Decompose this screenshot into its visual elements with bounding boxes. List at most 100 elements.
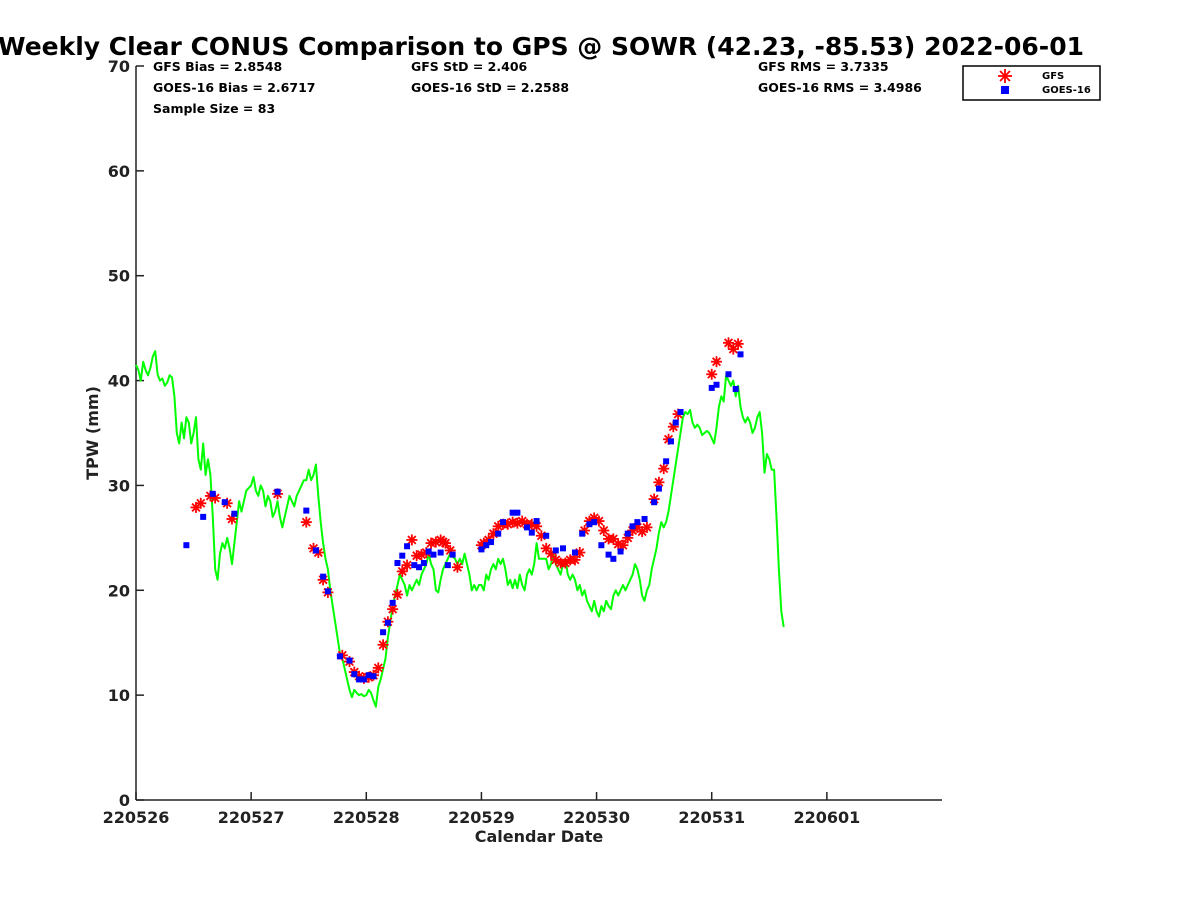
x-tick-label: 220526 (103, 808, 170, 827)
goes16-point (221, 499, 228, 506)
goes16-point (624, 530, 631, 537)
gfs-point (723, 337, 735, 349)
gfs-point (706, 368, 718, 380)
goes16-point (586, 521, 593, 528)
gfs-std-text: GFS StD = 2.406 (411, 59, 528, 74)
y-tick-label: 70 (108, 57, 130, 76)
y-tick-label: 60 (108, 162, 130, 181)
goes16-point (591, 519, 598, 526)
y-tick-label: 40 (108, 372, 130, 391)
gfs-point (451, 561, 463, 573)
goes16-point (641, 515, 648, 522)
goes16-point (420, 560, 427, 567)
goes16-point (312, 547, 319, 554)
goes16-point (483, 542, 490, 549)
goes16-point (274, 488, 281, 495)
gfs-point (401, 559, 413, 571)
goes16-point (533, 518, 540, 525)
x-tick-label: 220531 (678, 808, 745, 827)
goes16-point (598, 542, 605, 549)
gfs-point (396, 565, 408, 577)
gfs-point (391, 588, 403, 600)
gfs-point (377, 639, 389, 651)
goes16-point (231, 510, 238, 517)
gfs-point (195, 497, 207, 509)
legend-goes-label: GOES-16 (1042, 85, 1091, 96)
y-axis-label: TPW (mm) (83, 386, 102, 480)
goes16-point (346, 657, 353, 664)
gps-tpw-line (135, 350, 785, 708)
goes16-point (605, 551, 612, 558)
legend-box (962, 65, 1101, 101)
goes16-point (394, 560, 401, 567)
goes16-point (732, 385, 739, 392)
goes16-point (360, 676, 367, 683)
goes16-point (356, 676, 363, 683)
goes16-point (495, 530, 502, 537)
goes16-point (351, 671, 358, 678)
goes16-point (663, 458, 670, 465)
goes16-point (320, 573, 327, 580)
gfs-point (641, 521, 653, 533)
goes-std-text: GOES-16 StD = 2.2588 (411, 80, 569, 95)
gfs-point (711, 356, 723, 368)
x-tick-label: 220530 (563, 808, 630, 827)
gfs-point (300, 516, 312, 528)
goes16-point (667, 438, 674, 445)
gfs-point (406, 534, 418, 546)
goes16-point (200, 513, 207, 520)
goes16-point (389, 599, 396, 606)
legend: GFS GOES-16 (962, 65, 1101, 101)
goes16-point (725, 371, 732, 378)
goes16-point (404, 543, 411, 550)
goes16-point (336, 653, 343, 660)
gfs-point (372, 662, 384, 674)
gfs-point (598, 525, 610, 537)
legend-gfs-marker (998, 69, 1012, 83)
goes16-point (437, 549, 444, 556)
y-tick-label: 30 (108, 476, 130, 495)
goes16-point (528, 529, 535, 536)
sample-size-text: Sample Size = 83 (153, 101, 275, 116)
gfs-point (569, 554, 581, 566)
goes16-point (617, 548, 624, 555)
goes16-markers (183, 351, 744, 683)
goes16-point (559, 545, 566, 552)
x-tick-label: 220601 (793, 808, 860, 827)
goes16-point (478, 546, 485, 553)
goes16-point (303, 507, 310, 514)
legend-goes-marker (1001, 86, 1009, 94)
goes16-point (677, 409, 684, 416)
goes16-point (183, 542, 190, 549)
x-tick-label: 220527 (218, 808, 285, 827)
goes16-point (543, 532, 550, 539)
goes16-point (610, 555, 617, 562)
x-tick-label: 220529 (448, 808, 515, 827)
goes16-point (425, 548, 432, 555)
goes16-point (384, 619, 391, 626)
y-tick-label: 0 (119, 791, 130, 810)
y-tick-label: 50 (108, 267, 130, 286)
gfs-rms-text: GFS RMS = 3.7335 (758, 59, 889, 74)
goes16-point (579, 530, 586, 537)
gfs-point (658, 463, 670, 475)
x-tick-label: 220528 (333, 808, 400, 827)
goes16-point (629, 523, 636, 530)
goes16-point (399, 552, 406, 559)
goes16-point (488, 539, 495, 546)
goes-bias-text: GOES-16 Bias = 2.6717 (153, 80, 315, 95)
goes16-point (713, 381, 720, 388)
goes16-point (524, 524, 531, 531)
chart-title: Weekly Clear CONUS Comparison to GPS @ S… (0, 32, 1084, 61)
goes16-point (651, 499, 658, 506)
goes16-point (708, 384, 715, 391)
x-axis-label: Calendar Date (475, 827, 604, 846)
goes16-point (365, 672, 372, 679)
goes16-point (416, 564, 423, 571)
gfs-point (732, 338, 744, 350)
goes16-point (737, 351, 744, 358)
y-tick-label: 10 (108, 686, 130, 705)
goes16-point (672, 419, 679, 426)
goes16-point (380, 629, 387, 636)
